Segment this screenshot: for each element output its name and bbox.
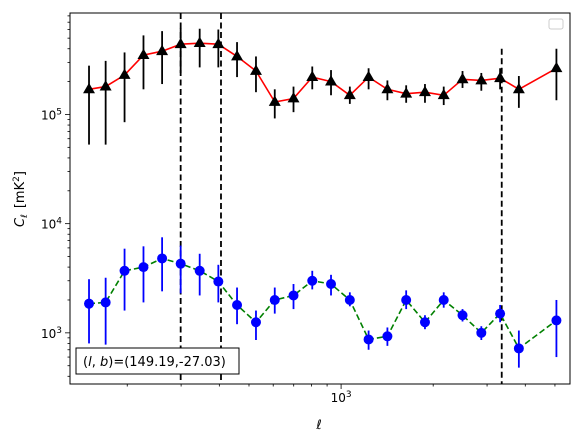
point-2-4 xyxy=(138,262,149,273)
series-line-2 xyxy=(88,257,557,350)
point-1-2 xyxy=(99,80,112,91)
y-axis: 103 104 105 xyxy=(41,15,70,377)
point-2-19 xyxy=(419,317,430,328)
point-1-12 xyxy=(287,92,300,103)
series-2 xyxy=(84,237,562,368)
point-2-22 xyxy=(476,327,487,338)
series-1 xyxy=(83,27,563,145)
point-1-25 xyxy=(550,61,563,73)
point-1-16 xyxy=(362,70,375,81)
x-axis-label: ℓ xyxy=(315,418,321,433)
point-2-11 xyxy=(269,294,280,305)
point-1-17 xyxy=(381,82,394,94)
x-tick-label-1: 103 xyxy=(331,390,352,405)
x-axis: 103 xyxy=(126,384,556,405)
point-2-13 xyxy=(307,275,318,286)
point-1-13 xyxy=(306,70,319,81)
point-1-15 xyxy=(343,88,356,100)
point-1-3 xyxy=(118,68,131,79)
point-1-10 xyxy=(249,64,262,75)
legend xyxy=(548,18,564,30)
point-2-25 xyxy=(551,315,562,326)
y-tick-label-2: 104 xyxy=(41,217,62,232)
plot-area xyxy=(83,13,563,384)
point-2-18 xyxy=(401,294,412,305)
plot-border xyxy=(69,12,571,385)
y-axis-label-unit: [mK xyxy=(13,181,28,208)
point-2-5 xyxy=(157,253,168,264)
point-1-22 xyxy=(475,73,488,85)
point-2-20 xyxy=(438,294,449,305)
annotation-text: (l, b)=(149.19,-27.03) xyxy=(83,355,226,370)
point-1-20 xyxy=(437,88,450,100)
point-1-19 xyxy=(418,85,431,97)
annotation-box: (l, b)=(149.19,-27.03) xyxy=(75,347,240,375)
point-2-15 xyxy=(344,294,355,305)
point-2-17 xyxy=(382,331,393,342)
point-2-6 xyxy=(175,258,186,269)
point-1-14 xyxy=(325,75,337,86)
point-2-7 xyxy=(194,265,205,276)
y-axis-label: Cℓ [mK2] xyxy=(12,171,30,227)
point-2-8 xyxy=(213,276,224,287)
legend-box xyxy=(548,18,564,30)
y-axis-label-main: C xyxy=(13,217,28,227)
point-1-7 xyxy=(193,36,206,48)
point-1-4 xyxy=(137,48,150,59)
point-1-8 xyxy=(212,37,225,49)
point-1-9 xyxy=(231,49,244,61)
point-2-16 xyxy=(363,334,374,345)
point-2-3 xyxy=(119,265,130,276)
point-2-21 xyxy=(457,310,468,321)
y-tick-label-3: 105 xyxy=(41,107,62,122)
point-1-5 xyxy=(156,44,169,56)
point-2-10 xyxy=(250,317,261,328)
point-2-14 xyxy=(326,279,337,290)
annotation-frame xyxy=(75,347,240,375)
point-2-1 xyxy=(84,298,95,309)
point-1-23 xyxy=(494,71,507,83)
axes-frame xyxy=(69,12,571,385)
point-1-21 xyxy=(456,72,469,84)
point-2-23 xyxy=(495,308,506,319)
y-axis-label-sub: ℓ xyxy=(20,214,30,219)
y-axis-label-unit-sup: 2 xyxy=(12,176,22,182)
point-1-18 xyxy=(400,87,413,98)
plot-clip-group xyxy=(83,13,563,384)
y-axis-label-unit-close: ] xyxy=(13,171,28,176)
point-2-2 xyxy=(100,297,111,308)
point-2-24 xyxy=(513,343,524,354)
point-1-1 xyxy=(83,82,95,94)
y-tick-label-1: 103 xyxy=(41,326,62,341)
point-1-6 xyxy=(174,37,187,49)
point-2-9 xyxy=(232,299,243,310)
point-1-24 xyxy=(512,82,525,94)
point-1-11 xyxy=(268,95,281,106)
point-2-12 xyxy=(288,290,299,301)
